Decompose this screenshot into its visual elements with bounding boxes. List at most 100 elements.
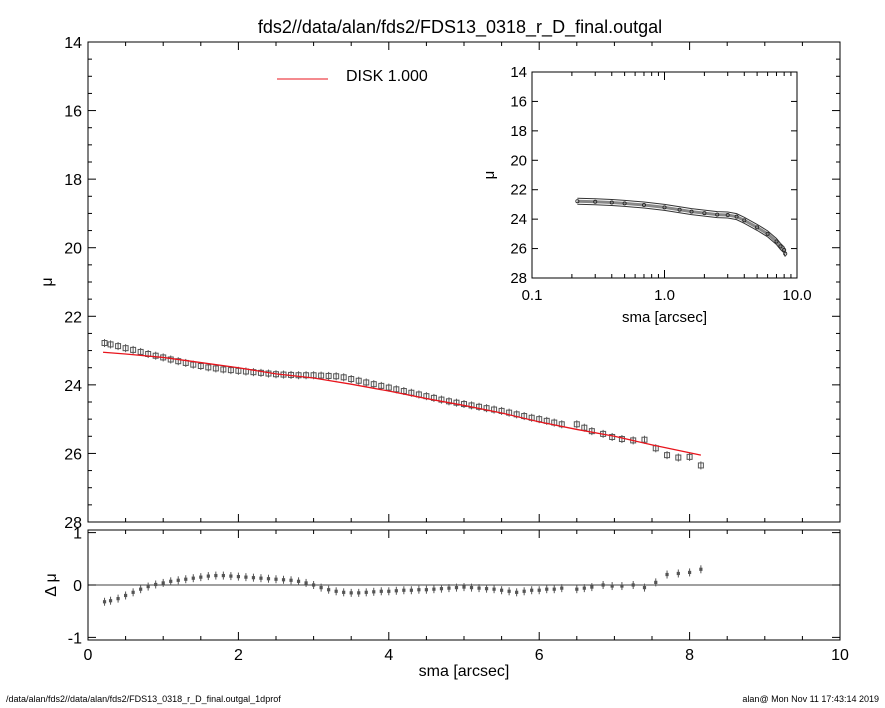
residual-point bbox=[319, 586, 323, 590]
main-data-point bbox=[107, 341, 114, 348]
footer-timestamp: alan@ Mon Nov 11 17:43:14 2019 bbox=[742, 694, 879, 704]
inset-y-tick-label: 26 bbox=[510, 241, 527, 258]
main-profile-panel: 14 16 18 20 22 24 26 28 μ DISK 1.000 bbox=[39, 35, 841, 532]
residual-point bbox=[582, 586, 586, 590]
inset-data-point bbox=[765, 231, 770, 236]
residual-x-tick-label: 0 bbox=[84, 647, 93, 664]
residual-x-tick-label: 4 bbox=[384, 647, 393, 664]
residual-point bbox=[409, 588, 413, 592]
inset-y-tick-label: 22 bbox=[510, 182, 527, 199]
residual-point bbox=[552, 587, 556, 591]
residual-x-axis-label: sma [arcsec] bbox=[419, 663, 510, 680]
residual-point bbox=[642, 586, 647, 590]
residual-point bbox=[161, 581, 165, 585]
residual-point bbox=[454, 586, 459, 590]
main-data-point bbox=[137, 348, 144, 355]
residual-point bbox=[251, 576, 256, 580]
residual-point bbox=[530, 588, 534, 592]
residual-y-tick-label: 0 bbox=[73, 578, 82, 595]
main-data-point bbox=[130, 346, 137, 353]
main-data-point bbox=[167, 356, 174, 363]
inset-x-axis-label: sma [arcsec] bbox=[622, 309, 707, 326]
inset-y-tick-label: 20 bbox=[510, 152, 527, 169]
residual-point bbox=[108, 599, 113, 603]
main-data-point bbox=[295, 372, 302, 379]
residual-point bbox=[124, 593, 128, 598]
residual-point bbox=[522, 589, 526, 593]
inset-y-tick-label: 24 bbox=[510, 211, 527, 228]
residual-point bbox=[184, 577, 188, 581]
residual-point bbox=[699, 567, 703, 571]
inset-data-point bbox=[778, 244, 783, 249]
residual-point bbox=[289, 578, 293, 582]
main-data-point bbox=[675, 454, 682, 461]
main-data-point bbox=[445, 398, 452, 405]
residual-point bbox=[537, 588, 541, 592]
residual-point bbox=[191, 576, 195, 580]
residual-point bbox=[665, 572, 669, 577]
main-y-tick-label: 16 bbox=[64, 104, 82, 121]
residual-point bbox=[169, 579, 173, 583]
main-y-tick-label: 18 bbox=[64, 172, 82, 189]
residual-point bbox=[266, 577, 271, 581]
residual-point bbox=[274, 577, 278, 581]
residual-point bbox=[507, 589, 511, 593]
inset-y-tick-label: 14 bbox=[510, 64, 527, 81]
main-data-point bbox=[363, 379, 370, 386]
residual-point bbox=[379, 589, 383, 593]
main-data-point bbox=[468, 402, 475, 409]
inset-x-tick-label: 1.0 bbox=[654, 287, 675, 304]
residual-x-tick-label: 10 bbox=[831, 647, 849, 664]
main-data-point bbox=[152, 352, 159, 359]
residual-y-axis-label: Δ μ bbox=[43, 573, 60, 596]
inset-data-point bbox=[575, 199, 580, 204]
residual-point bbox=[387, 589, 391, 593]
residual-point bbox=[575, 587, 579, 591]
residual-point bbox=[590, 585, 594, 589]
main-data-point bbox=[348, 376, 355, 383]
residual-y-tick-label: -1 bbox=[68, 630, 82, 647]
main-data-point bbox=[476, 403, 483, 410]
residual-point bbox=[545, 587, 549, 591]
main-data-point bbox=[325, 372, 332, 379]
residual-point bbox=[394, 589, 398, 593]
residual-point bbox=[515, 590, 519, 594]
residual-point bbox=[206, 574, 210, 578]
inset-data-point bbox=[755, 225, 760, 230]
residual-point bbox=[199, 575, 203, 579]
residual-point bbox=[417, 588, 421, 592]
residual-point bbox=[139, 587, 143, 591]
residual-point bbox=[484, 587, 489, 591]
main-y-axis-label: μ bbox=[39, 277, 56, 286]
inset-data-point bbox=[609, 200, 614, 205]
residual-point bbox=[402, 588, 406, 592]
residual-point bbox=[229, 574, 233, 578]
inset-data-point bbox=[641, 203, 646, 208]
residual-point bbox=[357, 591, 361, 595]
main-data-point bbox=[378, 382, 385, 389]
main-data-point bbox=[453, 399, 460, 406]
residual-point bbox=[236, 575, 240, 579]
main-y-tick-label: 26 bbox=[64, 446, 82, 463]
residual-point bbox=[688, 570, 692, 575]
legend-disk-label: DISK 1.000 bbox=[346, 68, 428, 85]
inset-data-point bbox=[622, 201, 627, 206]
residual-point bbox=[221, 573, 225, 578]
main-data-point bbox=[370, 381, 377, 388]
inset-profile-upper-bound bbox=[577, 197, 786, 251]
residual-point bbox=[244, 575, 248, 579]
residual-point bbox=[676, 571, 680, 576]
main-data-point bbox=[641, 436, 648, 443]
residual-point bbox=[631, 583, 635, 587]
inset-data-point bbox=[715, 212, 720, 217]
main-data-point bbox=[340, 374, 347, 381]
main-data-point bbox=[318, 372, 325, 379]
residual-point bbox=[131, 590, 135, 594]
main-data-point bbox=[438, 396, 445, 403]
residual-x-tick-label: 6 bbox=[535, 647, 544, 664]
main-data-point bbox=[227, 367, 234, 374]
inset-x-tick-label: 0.1 bbox=[522, 287, 543, 304]
main-data-point bbox=[333, 373, 340, 380]
main-data-point bbox=[697, 462, 704, 469]
